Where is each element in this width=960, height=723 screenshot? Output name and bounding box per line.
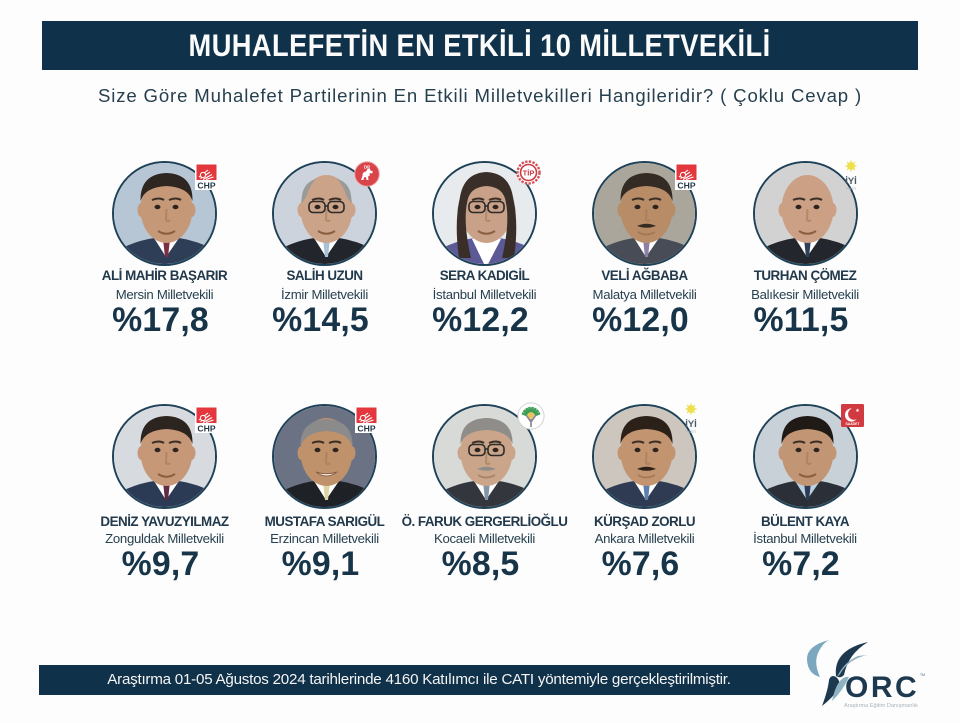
svg-text:TİP: TİP	[522, 168, 534, 177]
svg-text:DP: DP	[363, 164, 369, 169]
svg-text:İYİ: İYİ	[685, 419, 697, 430]
svg-text:Araştırma Eğitim Danışmanlık: Araştırma Eğitim Danışmanlık	[844, 703, 918, 709]
svg-text:SAADET: SAADET	[846, 422, 861, 426]
svg-text:PARTİ: PARTİ	[685, 429, 695, 434]
svg-text:CHP: CHP	[677, 180, 695, 190]
svg-text:CHP: CHP	[357, 423, 375, 433]
svg-text:CHP: CHP	[197, 423, 215, 433]
svg-text:CHP: CHP	[197, 180, 215, 190]
svg-text:TM: TM	[920, 673, 925, 677]
svg-text:ORC: ORC	[845, 671, 919, 704]
svg-text:İYİ: İYİ	[845, 176, 857, 187]
svg-text:PARTİ: PARTİ	[846, 186, 856, 191]
